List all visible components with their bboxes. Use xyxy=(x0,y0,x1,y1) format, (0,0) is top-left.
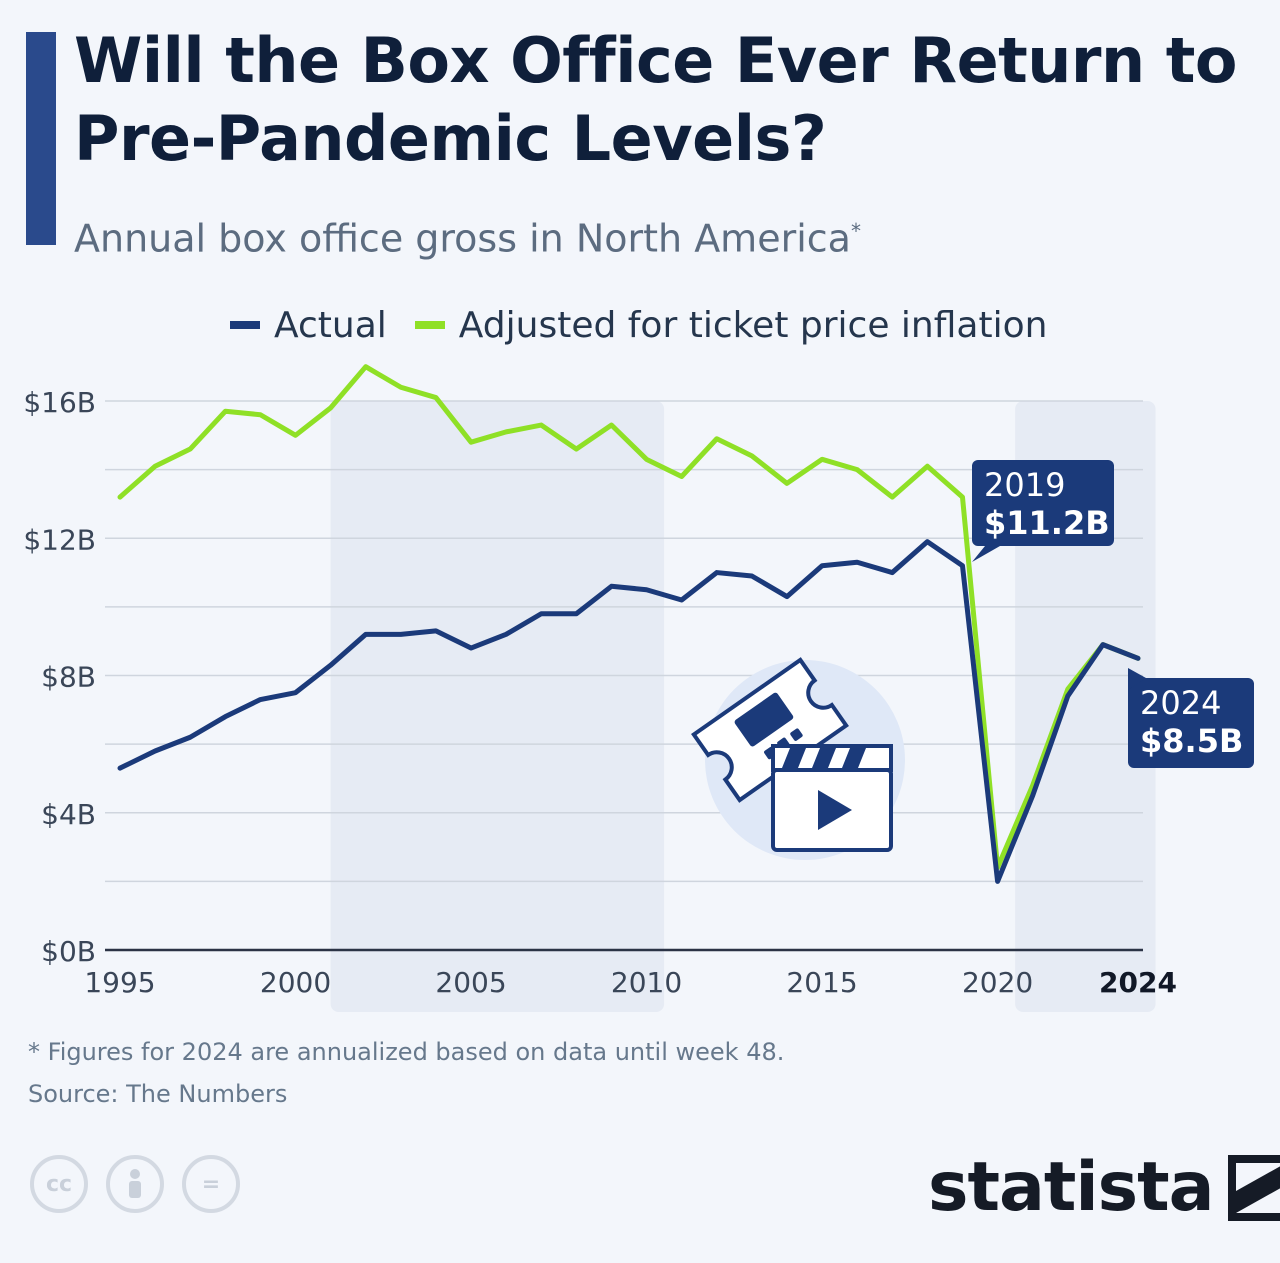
y-tick-label: $8B xyxy=(41,661,96,694)
shaded-period-0 xyxy=(330,401,665,1012)
series-line-actual xyxy=(117,539,1141,884)
legend-swatch-adjusted xyxy=(414,321,445,329)
legend-item-actual: Actual xyxy=(230,305,387,346)
license-icons: cc = xyxy=(30,1155,240,1213)
statista-logo[interactable]: statista xyxy=(928,1150,1280,1226)
callout-value: $8.5B xyxy=(1140,722,1243,760)
x-tick-label: 2005 xyxy=(435,966,506,999)
legend-label-adjusted: Adjusted for ticket price inflation xyxy=(458,304,1048,346)
callout-value: $11.2B xyxy=(984,504,1110,542)
x-tick-label: 2000 xyxy=(260,966,331,999)
callout-2019: 2019$11.2B xyxy=(972,460,1114,562)
x-tick-label: 2024 xyxy=(1099,966,1177,999)
clapper-stripe xyxy=(842,748,866,768)
callout-box xyxy=(1128,678,1254,768)
subtitle-text: Annual box office gross in North America xyxy=(74,216,851,261)
x-tick-label: 2015 xyxy=(786,966,857,999)
clapper-stripe xyxy=(812,748,836,768)
ticket-icon xyxy=(691,657,849,803)
footnote: * Figures for 2024 are annualized based … xyxy=(28,1038,785,1066)
series-line-adjusted xyxy=(117,364,1141,871)
x-tick-label: 2010 xyxy=(611,966,682,999)
callout-pointer xyxy=(972,546,1000,562)
brand-name: statista xyxy=(928,1148,1215,1227)
statista-mark-icon xyxy=(1227,1155,1280,1221)
clapper-stripe xyxy=(782,748,806,768)
legend-label-actual: Actual xyxy=(274,304,387,346)
ticket-clapper-illustration xyxy=(691,657,905,860)
line-chart: $0B $4B $8B $12B $16B 1995 2000 2005 2010 2015 202… xyxy=(23,364,1254,1012)
ticket-dot xyxy=(790,728,803,741)
play-icon xyxy=(818,790,852,830)
shaded-period-1 xyxy=(1015,401,1156,1012)
source-note: Source: The Numbers xyxy=(28,1080,288,1108)
legend-swatch-actual xyxy=(230,321,260,329)
callout-pointer xyxy=(1128,668,1146,690)
legend-item-adjusted: Adjusted for ticket price inflation xyxy=(414,304,1048,346)
callout-2024: 2024$8.5B xyxy=(1128,668,1254,768)
subtitle-footnote-marker: * xyxy=(850,219,861,243)
y-tick-label: $0B xyxy=(41,935,96,968)
y-tick-label: $12B xyxy=(23,523,96,556)
chart-legend: Actual Adjusted for ticket price inflati… xyxy=(230,300,1047,350)
cc-icon[interactable]: cc xyxy=(30,1155,88,1213)
y-tick-label: $16B xyxy=(23,386,96,419)
equals-icon[interactable]: = xyxy=(182,1155,240,1213)
callout-year: 2019 xyxy=(984,466,1065,504)
chart-title: Will the Box Office Ever Return to Pre-P… xyxy=(74,24,1237,175)
ticket-panel xyxy=(734,692,794,747)
callout-year: 2024 xyxy=(1140,684,1221,722)
title-accent-bar xyxy=(26,32,56,245)
x-tick-label: 2020 xyxy=(962,966,1033,999)
chart-subtitle: Annual box office gross in North America… xyxy=(74,206,861,264)
person-icon[interactable] xyxy=(106,1155,164,1213)
x-tick-label: 1995 xyxy=(84,966,155,999)
callout-box xyxy=(972,460,1114,546)
y-tick-label: $4B xyxy=(41,798,96,831)
